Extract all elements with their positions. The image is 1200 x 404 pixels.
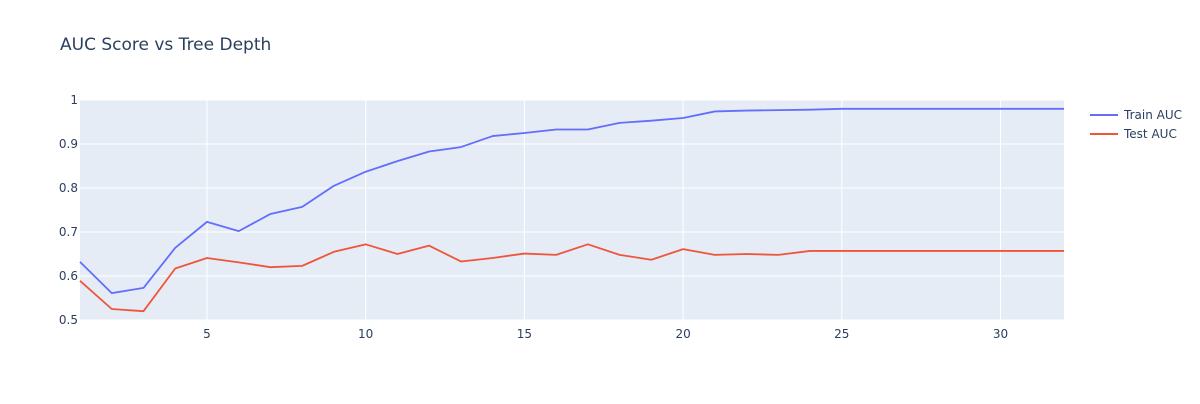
grid-lines: [80, 99, 1064, 321]
y-tick-label: 0.5: [59, 313, 78, 327]
legend-label: Test AUC: [1123, 127, 1177, 141]
x-tick-label: 10: [358, 327, 373, 341]
y-tick-label: 0.7: [59, 225, 78, 239]
x-tick-label: 25: [834, 327, 849, 341]
plot-background: [80, 100, 1064, 320]
x-tick-label: 5: [203, 327, 211, 341]
legend-label: Train AUC: [1123, 108, 1182, 122]
legend-item-test-auc[interactable]: Test AUC: [1090, 127, 1177, 141]
x-tick-label: 30: [993, 327, 1008, 341]
x-axis-ticks: 5 10 15 20 25 30: [203, 327, 1008, 341]
y-tick-label: 0.9: [59, 137, 78, 151]
y-tick-label: 0.8: [59, 181, 78, 195]
y-tick-label: 1: [70, 93, 78, 107]
legend[interactable]: Train AUC Test AUC: [1090, 108, 1182, 141]
x-tick-label: 15: [517, 327, 532, 341]
y-tick-label: 0.6: [59, 269, 78, 283]
y-axis-ticks: 0.5 0.6 0.7 0.8 0.9 1: [59, 93, 78, 327]
legend-item-train-auc[interactable]: Train AUC: [1090, 108, 1182, 122]
chart-title: AUC Score vs Tree Depth: [60, 35, 271, 55]
series-line-test-auc: [79, 243, 1064, 313]
series-lines: [79, 107, 1064, 313]
x-tick-label: 20: [675, 327, 690, 341]
series-line-train-auc: [79, 107, 1064, 295]
